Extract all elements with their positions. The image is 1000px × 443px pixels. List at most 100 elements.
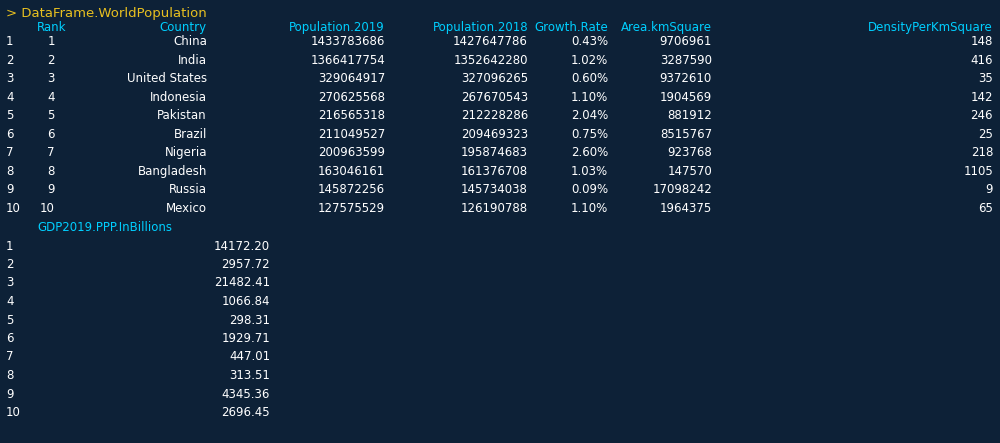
Text: 2.60%: 2.60% xyxy=(571,146,608,159)
Text: Country: Country xyxy=(160,21,207,34)
Text: 2: 2 xyxy=(48,54,55,66)
Text: Mexico: Mexico xyxy=(166,202,207,214)
Text: 2957.72: 2957.72 xyxy=(221,258,270,271)
Text: 17098242: 17098242 xyxy=(652,183,712,196)
Text: 2: 2 xyxy=(6,54,14,66)
Text: 246: 246 xyxy=(970,109,993,122)
Text: 7: 7 xyxy=(6,350,14,364)
Text: 3: 3 xyxy=(48,72,55,85)
Text: 313.51: 313.51 xyxy=(229,369,270,382)
Text: 14172.20: 14172.20 xyxy=(214,240,270,253)
Text: 327096265: 327096265 xyxy=(461,72,528,85)
Text: Population.2019: Population.2019 xyxy=(289,21,385,34)
Text: 8: 8 xyxy=(48,164,55,178)
Text: 1: 1 xyxy=(6,240,14,253)
Text: 163046161: 163046161 xyxy=(318,164,385,178)
Text: 416: 416 xyxy=(970,54,993,66)
Text: 126190788: 126190788 xyxy=(461,202,528,214)
Text: United States: United States xyxy=(127,72,207,85)
Text: 195874683: 195874683 xyxy=(461,146,528,159)
Text: 9706961: 9706961 xyxy=(660,35,712,48)
Text: > DataFrame.WorldPopulation: > DataFrame.WorldPopulation xyxy=(6,7,207,20)
Text: 161376708: 161376708 xyxy=(461,164,528,178)
Text: 21482.41: 21482.41 xyxy=(214,276,270,289)
Text: 10: 10 xyxy=(6,406,21,419)
Text: 9: 9 xyxy=(986,183,993,196)
Text: 4345.36: 4345.36 xyxy=(222,388,270,400)
Text: 298.31: 298.31 xyxy=(229,314,270,326)
Text: 267670543: 267670543 xyxy=(461,90,528,104)
Text: 212228286: 212228286 xyxy=(461,109,528,122)
Text: Rank: Rank xyxy=(37,21,66,34)
Text: 0.43%: 0.43% xyxy=(571,35,608,48)
Text: 0.75%: 0.75% xyxy=(571,128,608,140)
Text: 2.04%: 2.04% xyxy=(571,109,608,122)
Text: 10: 10 xyxy=(6,202,21,214)
Text: 4: 4 xyxy=(6,90,14,104)
Text: Area.kmSquare: Area.kmSquare xyxy=(621,21,712,34)
Text: 1: 1 xyxy=(48,35,55,48)
Text: Pakistan: Pakistan xyxy=(157,109,207,122)
Text: 200963599: 200963599 xyxy=(318,146,385,159)
Text: 1366417754: 1366417754 xyxy=(310,54,385,66)
Text: 6: 6 xyxy=(6,332,14,345)
Text: Bangladesh: Bangladesh xyxy=(138,164,207,178)
Text: 10: 10 xyxy=(40,202,55,214)
Text: 5: 5 xyxy=(6,109,13,122)
Text: 65: 65 xyxy=(978,202,993,214)
Text: Indonesia: Indonesia xyxy=(150,90,207,104)
Text: 3287590: 3287590 xyxy=(660,54,712,66)
Text: 142: 142 xyxy=(970,90,993,104)
Text: 7: 7 xyxy=(48,146,55,159)
Text: 3: 3 xyxy=(6,276,13,289)
Text: 1433783686: 1433783686 xyxy=(311,35,385,48)
Text: 1427647786: 1427647786 xyxy=(453,35,528,48)
Text: GDP2019.PPP.InBillions: GDP2019.PPP.InBillions xyxy=(37,221,172,234)
Text: 218: 218 xyxy=(971,146,993,159)
Text: Nigeria: Nigeria xyxy=(164,146,207,159)
Text: 147570: 147570 xyxy=(667,164,712,178)
Text: 1904569: 1904569 xyxy=(660,90,712,104)
Text: 8515767: 8515767 xyxy=(660,128,712,140)
Text: 1352642280: 1352642280 xyxy=(454,54,528,66)
Text: 0.60%: 0.60% xyxy=(571,72,608,85)
Text: 145734038: 145734038 xyxy=(461,183,528,196)
Text: 148: 148 xyxy=(971,35,993,48)
Text: 1.10%: 1.10% xyxy=(571,90,608,104)
Text: 881912: 881912 xyxy=(667,109,712,122)
Text: Russia: Russia xyxy=(169,183,207,196)
Text: 1: 1 xyxy=(6,35,14,48)
Text: 1929.71: 1929.71 xyxy=(221,332,270,345)
Text: 5: 5 xyxy=(6,314,13,326)
Text: Population.2018: Population.2018 xyxy=(432,21,528,34)
Text: 216565318: 216565318 xyxy=(318,109,385,122)
Text: 9: 9 xyxy=(6,388,14,400)
Text: Growth.Rate: Growth.Rate xyxy=(534,21,608,34)
Text: 4: 4 xyxy=(48,90,55,104)
Text: 8: 8 xyxy=(6,369,13,382)
Text: 2: 2 xyxy=(6,258,14,271)
Text: 329064917: 329064917 xyxy=(318,72,385,85)
Text: 35: 35 xyxy=(978,72,993,85)
Text: India: India xyxy=(178,54,207,66)
Text: 4: 4 xyxy=(6,295,14,308)
Text: 8: 8 xyxy=(6,164,13,178)
Text: 2696.45: 2696.45 xyxy=(221,406,270,419)
Text: 1.10%: 1.10% xyxy=(571,202,608,214)
Text: 9: 9 xyxy=(48,183,55,196)
Text: 0.09%: 0.09% xyxy=(571,183,608,196)
Text: 211049527: 211049527 xyxy=(318,128,385,140)
Text: 6: 6 xyxy=(48,128,55,140)
Text: 1.02%: 1.02% xyxy=(571,54,608,66)
Text: Brazil: Brazil xyxy=(174,128,207,140)
Text: 7: 7 xyxy=(6,146,14,159)
Text: 127575529: 127575529 xyxy=(318,202,385,214)
Text: 1105: 1105 xyxy=(963,164,993,178)
Text: 145872256: 145872256 xyxy=(318,183,385,196)
Text: 209469323: 209469323 xyxy=(461,128,528,140)
Text: 25: 25 xyxy=(978,128,993,140)
Text: 447.01: 447.01 xyxy=(229,350,270,364)
Text: 3: 3 xyxy=(6,72,13,85)
Text: 270625568: 270625568 xyxy=(318,90,385,104)
Text: DensityPerKmSquare: DensityPerKmSquare xyxy=(868,21,993,34)
